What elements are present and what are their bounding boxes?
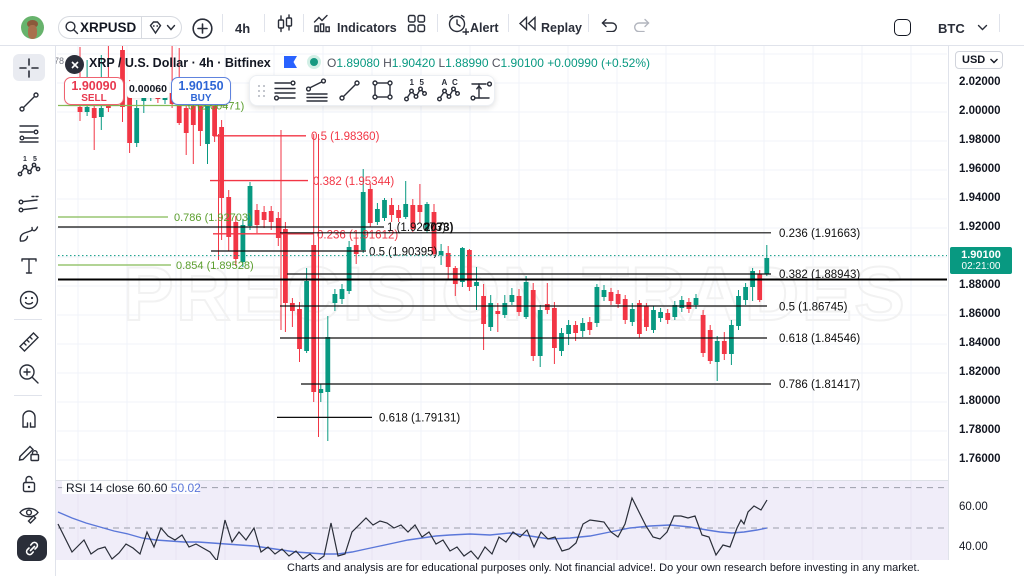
svg-text:PRECISION TRADES: PRECISION TRADES	[123, 252, 907, 337]
svg-text:0.786 (1.92703): 0.786 (1.92703)	[174, 212, 252, 224]
svg-text:0.236 (1.91663): 0.236 (1.91663)	[779, 228, 860, 240]
svg-text:0.854 (1.89528): 0.854 (1.89528)	[176, 260, 254, 272]
svg-text:0.382 (1.88943): 0.382 (1.88943)	[779, 269, 860, 281]
svg-text:1: 1	[410, 78, 415, 87]
svg-text:0.5 (1.98360): 0.5 (1.98360)	[311, 131, 380, 143]
svg-text:0.618 (1.79131): 0.618 (1.79131)	[379, 413, 460, 425]
svg-text:A: A	[442, 78, 448, 87]
svg-text:1 (1.92073): 1 (1.92073)	[387, 222, 446, 234]
svg-text:C: C	[452, 78, 458, 87]
svg-text:0.382 (1.95344): 0.382 (1.95344)	[313, 176, 394, 188]
svg-text:0.5 (1.90395): 0.5 (1.90395)	[369, 247, 438, 259]
svg-text:0.618 (1.84546): 0.618 (1.84546)	[779, 333, 860, 345]
svg-text:RSI 14 close 60.60 50.02: RSI 14 close 60.60 50.02	[66, 481, 201, 495]
svg-text:2073): 2073)	[424, 222, 454, 234]
svg-text:1: 1	[23, 156, 27, 163]
svg-text:5: 5	[420, 78, 425, 87]
svg-text:0.786 (1.81417): 0.786 (1.81417)	[779, 379, 860, 391]
svg-text:5: 5	[33, 156, 37, 163]
svg-text:0.5 (1.86745): 0.5 (1.86745)	[779, 302, 848, 314]
